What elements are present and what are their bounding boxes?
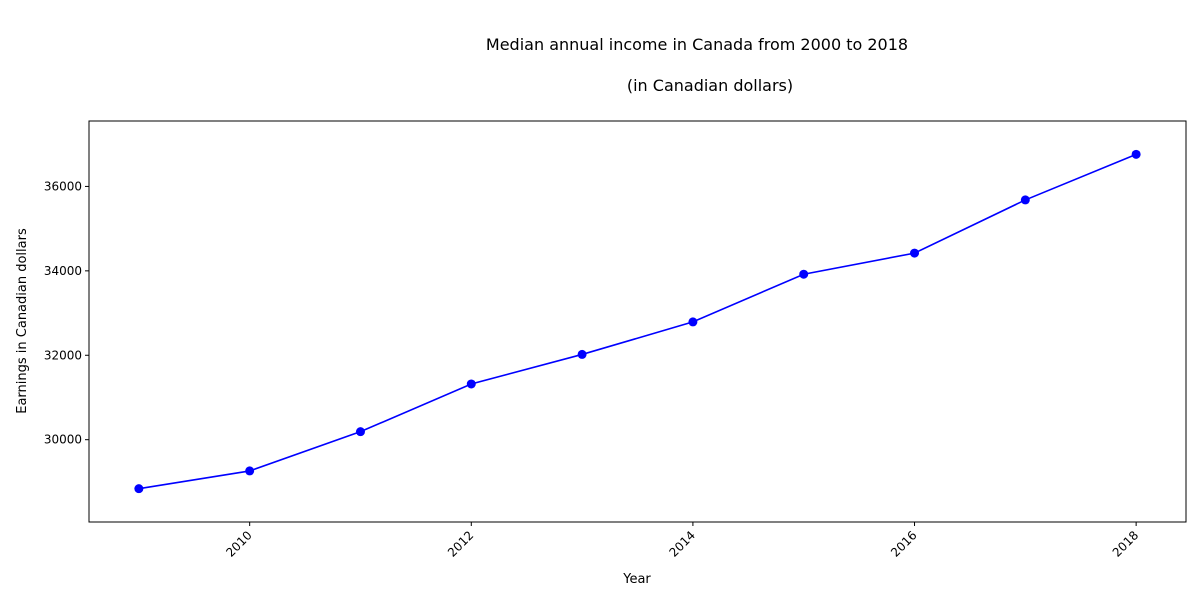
- y-tick-label: 36000: [44, 179, 82, 193]
- x-axis-label: Year: [622, 572, 651, 587]
- y-tick-label: 34000: [44, 264, 82, 278]
- data-point: [688, 317, 698, 327]
- x-tick-label: 2014: [667, 528, 698, 559]
- y-tick-label: 32000: [44, 348, 82, 362]
- data-point: [910, 248, 920, 258]
- series-line: [138, 153, 1137, 490]
- chart-title: Median annual income in Canada from 2000…: [486, 35, 908, 54]
- x-tick-label: 2010: [223, 528, 254, 559]
- data-point: [355, 427, 365, 437]
- x-tick-label: 2016: [888, 528, 919, 559]
- chart-subtitle: (in Canadian dollars): [627, 76, 793, 95]
- data-point: [577, 349, 587, 359]
- data-point: [1131, 149, 1141, 159]
- y-tick-label: 30000: [44, 433, 82, 447]
- x-tick-label: 2018: [1110, 528, 1141, 559]
- data-point: [245, 466, 255, 476]
- data-point: [134, 484, 144, 494]
- series-layer: [134, 149, 1141, 494]
- data-point: [466, 379, 476, 389]
- plot-frame: [88, 120, 1187, 523]
- data-point: [1020, 195, 1030, 205]
- axis-ticks: 30000 32000 34000 36000 2010 2012 2014 2016 2018: [44, 179, 1141, 559]
- x-tick-label: 2012: [445, 528, 476, 559]
- data-point: [799, 269, 809, 279]
- y-axis-label: Earnings in Canadian dollars: [15, 228, 30, 414]
